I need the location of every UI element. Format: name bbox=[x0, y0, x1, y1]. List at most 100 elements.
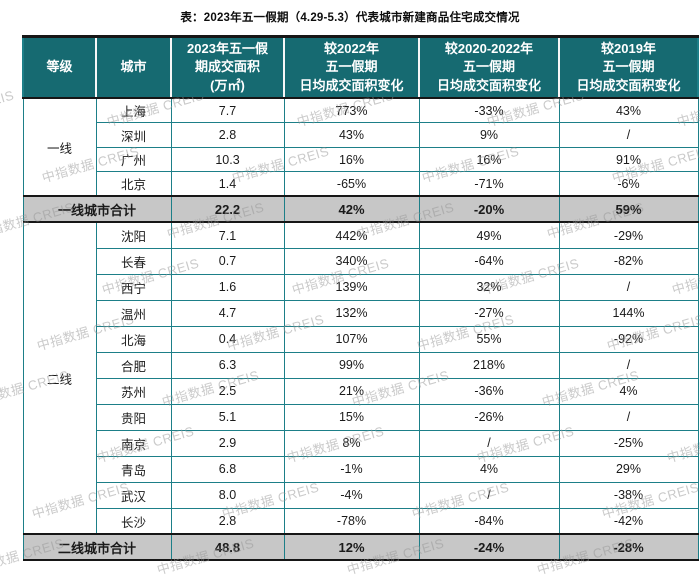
value-cell: 21% bbox=[283, 377, 420, 405]
value-cell: -1% bbox=[283, 455, 420, 483]
total-value-cell: 48.8 bbox=[170, 533, 285, 562]
value-cell: / bbox=[418, 429, 560, 457]
table-row: 北海 0.4 107% 55% -92% bbox=[23, 325, 699, 353]
city-cell: 北京 bbox=[95, 171, 172, 197]
table-row: 长春 0.7 340% -64% -82% bbox=[23, 247, 699, 275]
value-cell: 6.8 bbox=[170, 455, 285, 483]
table-row: 南京 2.9 8% / -25% bbox=[23, 429, 699, 457]
tier1-total-row: 一线城市合计 22.2 42% -20% 59% bbox=[22, 195, 699, 224]
value-cell: 15% bbox=[283, 403, 420, 431]
value-cell: 4% bbox=[558, 377, 699, 405]
value-cell: -38% bbox=[558, 481, 699, 509]
value-cell: 32% bbox=[418, 273, 560, 301]
city-cell: 温州 bbox=[95, 299, 172, 327]
city-cell: 广州 bbox=[95, 146, 172, 173]
table-row: 深圳 2.8 43% 9% / bbox=[23, 122, 699, 148]
city-cell: 北海 bbox=[95, 325, 172, 353]
value-cell: 2.9 bbox=[170, 429, 285, 457]
value-cell: / bbox=[558, 403, 699, 431]
value-cell: 49% bbox=[418, 221, 560, 249]
tier1-label-cell: 一线 bbox=[22, 97, 97, 197]
city-cell: 青岛 bbox=[95, 455, 172, 483]
value-cell: 43% bbox=[283, 122, 420, 148]
value-cell: -82% bbox=[558, 247, 699, 275]
value-cell: -92% bbox=[558, 325, 699, 353]
value-cell: 7.1 bbox=[170, 221, 285, 249]
value-cell: 16% bbox=[418, 146, 560, 173]
value-cell: 10.3 bbox=[170, 146, 285, 173]
header-cell-vs-2022: 较2022年 五一假期 日均成交面积变化 bbox=[283, 35, 419, 100]
value-cell: -65% bbox=[283, 171, 420, 197]
table-row: 长沙 2.8 -78% -84% -42% bbox=[23, 507, 699, 535]
table-row: 合肥 6.3 99% 218% / bbox=[23, 351, 699, 379]
table-row: 北京 1.4 -65% -71% -6% bbox=[23, 171, 699, 197]
table-row: 贵阳 5.1 15% -26% / bbox=[23, 403, 699, 431]
city-cell: 沈阳 bbox=[95, 221, 172, 249]
value-cell: -42% bbox=[558, 507, 699, 535]
value-cell: -25% bbox=[558, 429, 699, 457]
value-cell: 4.7 bbox=[170, 299, 285, 327]
watermark-text: 中指数据 CREIS bbox=[0, 87, 16, 129]
value-cell: / bbox=[558, 273, 699, 301]
table-row: 西宁 1.6 139% 32% / bbox=[23, 273, 699, 301]
value-cell: 0.7 bbox=[170, 247, 285, 275]
data-table: 等级 城市 2023年五一假 期成交面积 (万㎡) 较2022年 五一假期 日均… bbox=[22, 35, 699, 562]
total-label-cell: 一线城市合计 bbox=[22, 195, 172, 224]
value-cell: 6.3 bbox=[170, 351, 285, 379]
city-cell: 武汉 bbox=[95, 481, 172, 509]
city-cell: 长沙 bbox=[95, 507, 172, 535]
city-cell: 合肥 bbox=[95, 351, 172, 379]
value-cell: 340% bbox=[283, 247, 420, 275]
value-cell: 16% bbox=[283, 146, 420, 173]
value-cell: 144% bbox=[558, 299, 699, 327]
value-cell: 2.8 bbox=[170, 507, 285, 535]
table-row: 温州 4.7 132% -27% 144% bbox=[23, 299, 699, 327]
value-cell: 107% bbox=[283, 325, 420, 353]
value-cell: -33% bbox=[418, 97, 560, 124]
table-header: 等级 城市 2023年五一假 期成交面积 (万㎡) 较2022年 五一假期 日均… bbox=[22, 35, 699, 100]
city-cell: 西宁 bbox=[95, 273, 172, 301]
header-row: 等级 城市 2023年五一假 期成交面积 (万㎡) 较2022年 五一假期 日均… bbox=[22, 35, 699, 100]
value-cell: / bbox=[558, 122, 699, 148]
value-cell: 0.4 bbox=[170, 325, 285, 353]
value-cell: -6% bbox=[558, 171, 699, 197]
value-cell: 55% bbox=[418, 325, 560, 353]
city-cell: 南京 bbox=[95, 429, 172, 457]
value-cell: -27% bbox=[418, 299, 560, 327]
value-cell: 8% bbox=[283, 429, 420, 457]
value-cell: -36% bbox=[418, 377, 560, 405]
city-cell: 苏州 bbox=[95, 377, 172, 405]
page-title: 表：2023年五一假期（4.29-5.3）代表城市新建商品住宅成交情况 bbox=[180, 12, 520, 24]
value-cell: 139% bbox=[283, 273, 420, 301]
value-cell: 5.1 bbox=[170, 403, 285, 431]
total-value-cell: -24% bbox=[418, 533, 560, 562]
header-cell-area-2023: 2023年五一假 期成交面积 (万㎡) bbox=[170, 35, 284, 100]
city-cell: 长春 bbox=[95, 247, 172, 275]
header-cell-vs-2020-2022: 较2020-2022年 五一假期 日均成交面积变化 bbox=[418, 35, 559, 100]
value-cell: -84% bbox=[418, 507, 560, 535]
value-cell: -29% bbox=[558, 221, 699, 249]
value-cell: / bbox=[418, 481, 560, 509]
city-cell: 深圳 bbox=[95, 122, 172, 148]
table-row: 青岛 6.8 -1% 4% 29% bbox=[23, 455, 699, 483]
total-value-cell: 12% bbox=[283, 533, 420, 562]
value-cell: 2.5 bbox=[170, 377, 285, 405]
table-row: 二线 沈阳 7.1 442% 49% -29% bbox=[22, 221, 699, 535]
value-cell: -78% bbox=[283, 507, 420, 535]
value-cell: 99% bbox=[283, 351, 420, 379]
city-cell: 上海 bbox=[95, 97, 172, 124]
value-cell: 43% bbox=[558, 97, 699, 124]
total-value-cell: 22.2 bbox=[170, 195, 285, 224]
value-cell: 132% bbox=[283, 299, 420, 327]
total-value-cell: 42% bbox=[283, 195, 420, 224]
total-value-cell: -20% bbox=[418, 195, 560, 224]
value-cell: -64% bbox=[418, 247, 560, 275]
tier2-label-cell: 二线 bbox=[22, 221, 97, 535]
header-cell-tier: 等级 bbox=[22, 35, 96, 100]
value-cell: 442% bbox=[283, 221, 420, 249]
value-cell: 9% bbox=[418, 122, 560, 148]
value-cell: 1.6 bbox=[170, 273, 285, 301]
value-cell: 1.4 bbox=[170, 171, 285, 197]
tier2-total-row: 二线城市合计 48.8 12% -24% -28% bbox=[22, 533, 699, 562]
total-label-cell: 二线城市合计 bbox=[22, 533, 172, 562]
